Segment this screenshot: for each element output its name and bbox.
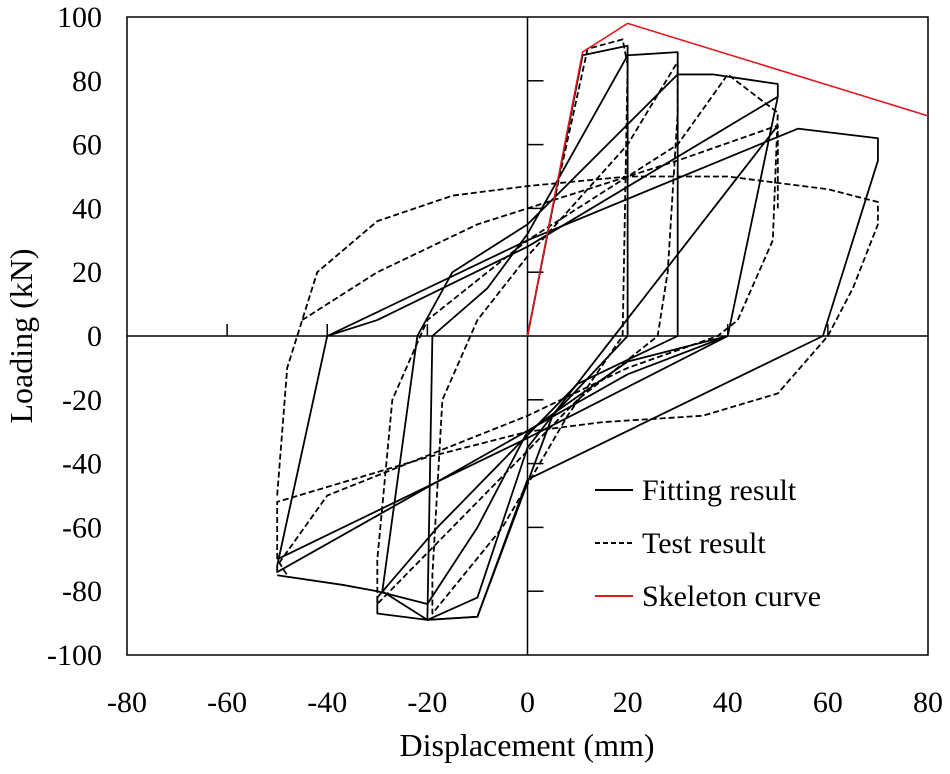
x-tick-label: 40: [713, 686, 743, 719]
x-tick-label: -20: [407, 686, 447, 719]
legend: Fitting result Test result Skeleton curv…: [595, 474, 821, 613]
x-tick-label: 80: [913, 686, 943, 719]
test-result-line: [276, 38, 779, 615]
y-tick-label: 80: [72, 65, 102, 98]
y-tick-label: -40: [62, 448, 102, 481]
fitting-result-line: [276, 335, 729, 561]
y-tick-label: 100: [57, 1, 102, 34]
y-axis-label: Loading (kN): [3, 248, 39, 423]
y-tick-label: -80: [62, 575, 102, 608]
legend-label-fitting: Fitting result: [642, 474, 797, 507]
fitting-result-line: [277, 335, 728, 605]
x-axis-label: Displacement (mm): [399, 727, 654, 763]
y-tick-label: -60: [62, 511, 102, 544]
y-tick-label: 60: [72, 129, 102, 162]
skeleton-curve-line: [526, 22, 929, 337]
y-tick-label: 20: [72, 256, 102, 289]
y-tick-label: 40: [72, 192, 102, 225]
y-tick-label: 0: [87, 320, 102, 353]
x-tick-label: -80: [107, 686, 147, 719]
x-tick-label: -60: [207, 686, 247, 719]
y-tick-label: -20: [62, 384, 102, 417]
x-tick-label: -40: [307, 686, 347, 719]
x-tick-label: 0: [520, 686, 535, 719]
test-result-line: [301, 124, 779, 321]
legend-label-skeleton: Skeleton curve: [642, 580, 821, 613]
fitting-result-line: [326, 124, 879, 621]
test-result-line: [276, 175, 879, 576]
y-tick-label: -100: [47, 639, 102, 672]
legend-label-test: Test result: [642, 527, 766, 560]
x-tick-label: 60: [813, 686, 843, 719]
x-tick-label: 20: [613, 686, 643, 719]
